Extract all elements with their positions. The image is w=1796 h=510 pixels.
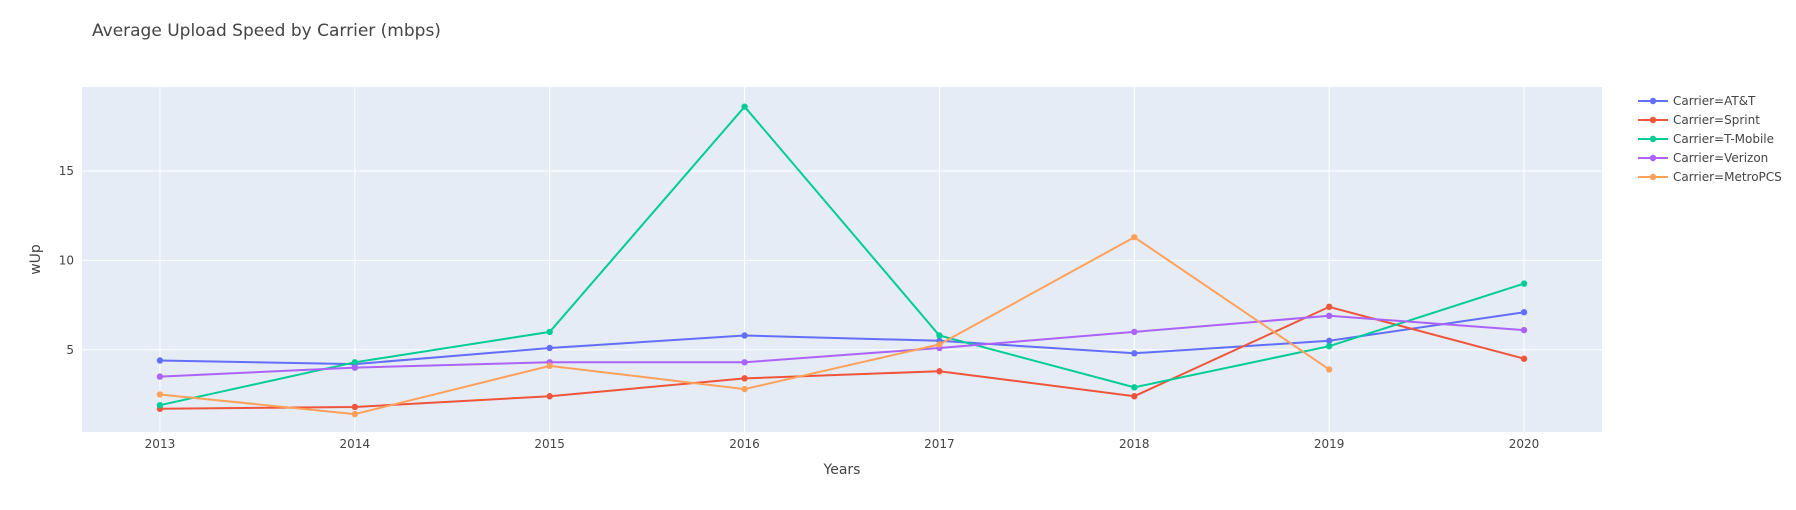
legend-label: Carrier=AT&T (1673, 94, 1756, 108)
data-point (741, 385, 748, 393)
series-line (159, 105, 1525, 407)
x-tick-label: 2014 (340, 437, 371, 451)
legend-label: Carrier=T-Mobile (1673, 132, 1774, 146)
data-point (156, 357, 164, 364)
data-point (741, 375, 748, 382)
data-point (546, 393, 553, 400)
chart-title: Average Upload Speed by Carrier (mbps) (92, 21, 441, 41)
series-carrier-t-mobile (156, 103, 1528, 409)
data-point (1520, 309, 1528, 316)
x-tick-label: 2013 (145, 437, 176, 451)
legend-label: Carrier=MetroPCS (1673, 170, 1782, 184)
data-point (1131, 233, 1138, 241)
legend-item[interactable]: Carrier=Sprint (1638, 113, 1760, 127)
gridlines (82, 87, 1602, 432)
y-tick-label: 10 (59, 253, 74, 267)
data-point (351, 359, 359, 366)
data-point (1520, 355, 1528, 362)
legend-item[interactable]: Carrier=MetroPCS (1638, 170, 1782, 184)
legend-item[interactable]: Carrier=AT&T (1638, 94, 1756, 108)
data-point (936, 332, 943, 339)
data-point (546, 344, 553, 352)
data-point (1325, 342, 1333, 350)
series-layer (156, 103, 1528, 418)
series-carrier-verizon (156, 312, 1528, 380)
series-line (159, 314, 1525, 378)
legend-marker (1649, 97, 1657, 105)
legend-label: Carrier=Sprint (1673, 113, 1760, 127)
data-point (546, 328, 553, 336)
data-point (1325, 366, 1333, 373)
data-point (1325, 337, 1333, 345)
y-axis-ticks: 5 10 15 (59, 164, 74, 357)
y-tick-label: 15 (59, 164, 74, 178)
data-point (156, 391, 164, 398)
legend-marker (1649, 116, 1657, 124)
data-point (936, 368, 943, 375)
legend-item[interactable]: Carrier=T-Mobile (1638, 132, 1774, 146)
data-point (1131, 393, 1138, 400)
legend-marker (1649, 173, 1657, 181)
data-point (351, 403, 359, 411)
data-point (1131, 350, 1138, 357)
x-axis-title: Years (823, 462, 861, 478)
data-point (351, 364, 359, 371)
legend-label: Carrier=Verizon (1673, 151, 1768, 165)
series-carrier-metropcs (156, 233, 1333, 418)
data-point (936, 341, 943, 348)
data-point (1131, 328, 1138, 336)
legend[interactable]: Carrier=AT&T Carrier=Sprint Carrier=T-Mobi… (1638, 94, 1782, 184)
x-tick-label: 2019 (1314, 437, 1345, 451)
data-point (1131, 384, 1138, 391)
y-tick-label: 5 (66, 343, 74, 357)
data-point (351, 410, 359, 418)
data-point (1325, 303, 1333, 311)
legend-marker (1649, 135, 1657, 143)
series-line (159, 311, 1525, 366)
x-tick-label: 2015 (534, 437, 565, 451)
data-point (741, 332, 748, 339)
x-tick-label: 2016 (729, 437, 760, 451)
y-axis-title: wUp (28, 244, 44, 275)
data-point (156, 373, 164, 380)
data-point (156, 401, 164, 409)
data-point (1520, 280, 1528, 287)
legend-marker (1649, 154, 1657, 162)
data-point (1520, 326, 1528, 334)
plot-background (82, 87, 1602, 432)
data-point (546, 362, 553, 370)
legend-item[interactable]: Carrier=Verizon (1638, 151, 1768, 165)
data-point (741, 103, 748, 110)
x-tick-label: 2017 (924, 437, 955, 451)
x-tick-label: 2020 (1509, 437, 1540, 451)
x-tick-label: 2018 (1119, 437, 1150, 451)
data-point (741, 359, 748, 366)
data-point (1325, 312, 1333, 320)
x-axis-ticks: 2013 2014 2015 2016 2017 2018 2019 2020 (145, 437, 1540, 451)
